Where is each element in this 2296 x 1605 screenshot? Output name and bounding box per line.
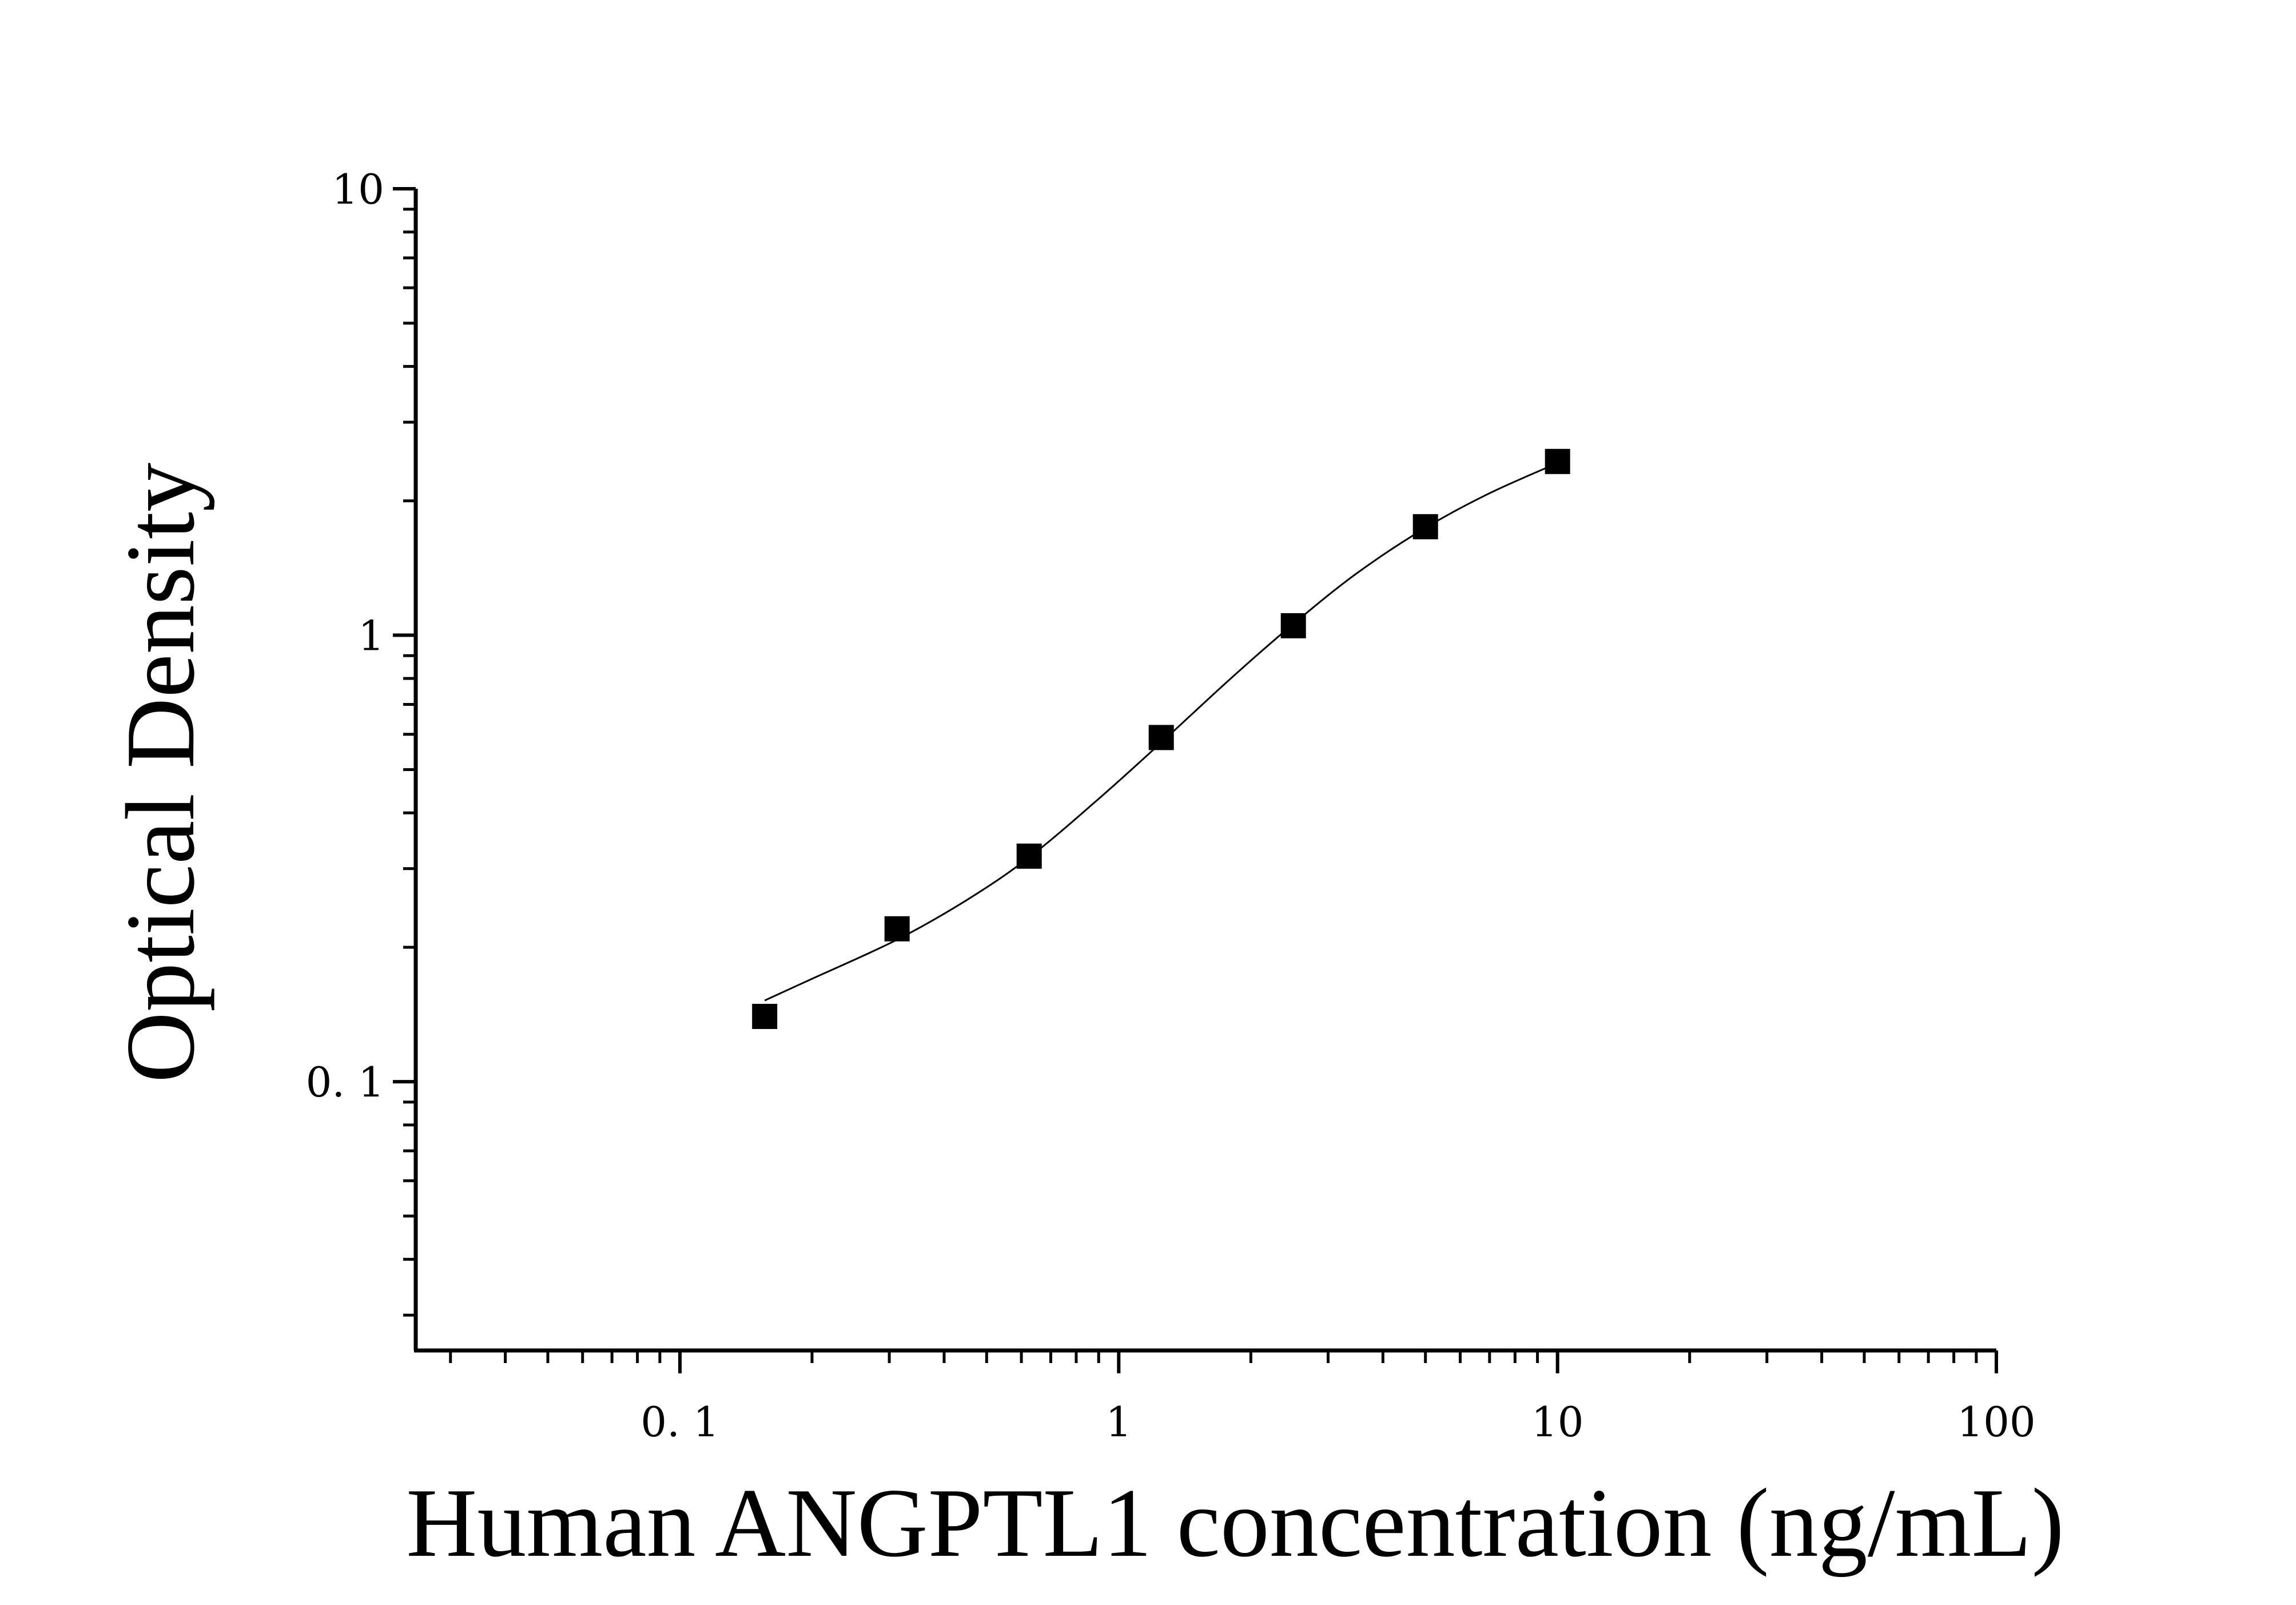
x-tick-label: 0. 1 (640, 1398, 719, 1446)
tick-labels: 0. 1 1 10 100 0. 1 1 10 (306, 165, 2036, 1446)
data-points (752, 448, 1570, 1030)
data-point (884, 916, 910, 941)
data-point (1280, 613, 1306, 638)
data-point (752, 1004, 778, 1030)
x-axis-title: Human ANGPTL1 concentration (ng/mL) (406, 1469, 2064, 1578)
x-tick-label: 100 (1957, 1398, 2035, 1446)
x-tick-label: 1 (1105, 1398, 1132, 1446)
x-tick-label: 10 (1531, 1398, 1584, 1446)
y-tick-label: 10 (332, 165, 384, 213)
data-point (1016, 843, 1042, 869)
y-tick-label: 0. 1 (306, 1058, 384, 1106)
y-tick-label: 1 (358, 612, 384, 660)
data-point (1545, 448, 1570, 474)
axes (413, 189, 1996, 1353)
data-point (1148, 725, 1174, 750)
ticks (393, 187, 1998, 1373)
data-point (1412, 514, 1438, 539)
y-axis-title: Optical Density (106, 463, 215, 1083)
